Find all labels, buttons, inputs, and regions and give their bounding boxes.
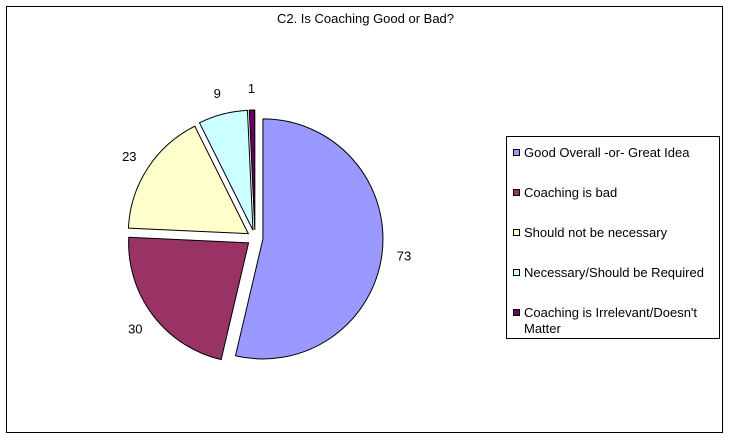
legend-label: Coaching is Irrelevant/Doesn't Matter <box>524 305 698 336</box>
legend-swatch <box>513 269 520 276</box>
legend-item-coaching-is-bad: Coaching is bad <box>513 185 717 201</box>
legend: Good Overall -or- Great Idea Coaching is … <box>506 136 720 339</box>
legend-swatch <box>513 229 520 236</box>
legend-label: Good Overall -or- Great Idea <box>524 145 690 160</box>
pie-slice-coaching-is-bad <box>128 236 250 361</box>
legend-item-necessary-should-be-required: Necessary/Should be Required <box>513 265 717 281</box>
legend-swatch <box>513 149 520 156</box>
legend-label: Should not be necessary <box>524 225 668 240</box>
pie-slice-necessary-should-be-required <box>198 109 254 231</box>
pie-slice-good-overall-or-great-idea <box>234 118 384 360</box>
data-label-should-not-be-necessary: 23 <box>122 149 136 164</box>
legend-item-coaching-is-irrelevant-doesn-t-matter: Coaching is Irrelevant/Doesn't Matter <box>513 305 717 337</box>
legend-label: Necessary/Should be Required <box>524 265 704 280</box>
chart-title: C2. Is Coaching Good or Bad? <box>276 11 455 26</box>
pie-slice-coaching-is-irrelevant-doesn-t-matter <box>248 109 256 231</box>
legend-label: Coaching is bad <box>524 185 618 200</box>
legend-swatch <box>513 309 520 316</box>
legend-swatch <box>513 189 520 196</box>
data-label-coaching-is-irrelevant-doesn-t-matter: 1 <box>248 81 255 96</box>
data-label-necessary-should-be-required: 9 <box>214 86 221 101</box>
data-label-coaching-is-bad: 30 <box>128 321 142 336</box>
pie-slice-should-not-be-necessary <box>127 125 250 235</box>
legend-item-good-overall-or-great-idea: Good Overall -or- Great Idea <box>513 145 717 161</box>
data-label-good-overall-or-great-idea: 73 <box>397 248 411 263</box>
legend-item-should-not-be-necessary: Should not be necessary <box>513 225 717 241</box>
